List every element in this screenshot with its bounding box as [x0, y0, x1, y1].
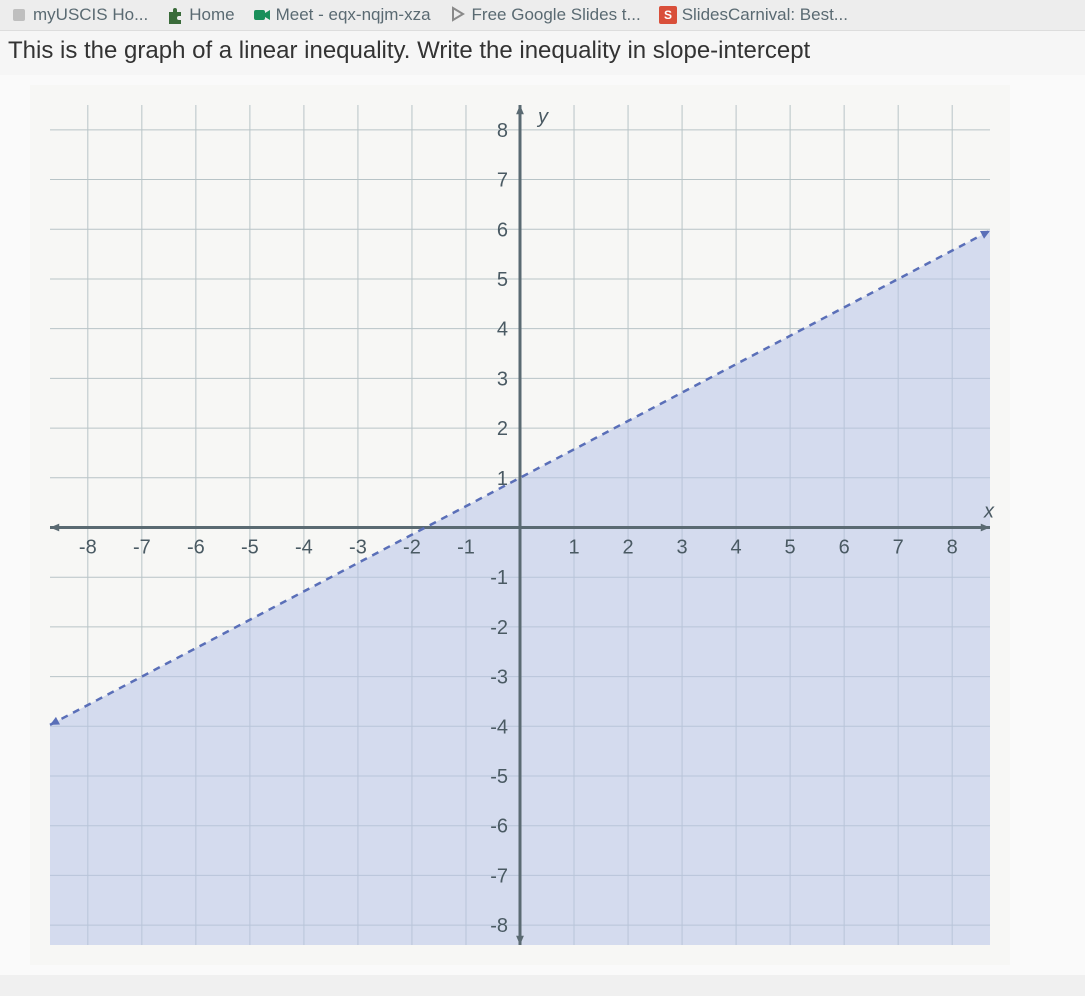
page-icon	[10, 6, 28, 24]
svg-text:-6: -6	[187, 536, 205, 558]
svg-text:6: 6	[497, 219, 508, 241]
svg-text:5: 5	[785, 536, 796, 558]
bookmark-label: Free Google Slides t...	[472, 5, 641, 25]
svg-text:7: 7	[893, 536, 904, 558]
svg-text:-7: -7	[133, 536, 151, 558]
video-icon	[253, 6, 271, 24]
bookmark-label: myUSCIS Ho...	[33, 5, 148, 25]
inequality-graph: -8 -7 -6 -5 -4 -3 -2 -1 1 2 3 4 5 6 7 8 8 7 6 5 4 3 2 1 -1 -2 -3 -4…	[30, 85, 1010, 965]
svg-text:-3: -3	[490, 667, 508, 689]
svg-text:4: 4	[497, 319, 508, 341]
svg-text:-8: -8	[79, 536, 97, 558]
bookmark-label: Meet - eqx-nqjm-xza	[276, 5, 431, 25]
svg-text:3: 3	[497, 368, 508, 390]
svg-text:-1: -1	[457, 536, 475, 558]
bookmark-home[interactable]: Home	[166, 5, 234, 25]
bookmark-slidescarnival[interactable]: S SlidesCarnival: Best...	[659, 5, 848, 25]
svg-text:1: 1	[497, 468, 508, 490]
bookmark-meet[interactable]: Meet - eqx-nqjm-xza	[253, 5, 431, 25]
svg-text:3: 3	[677, 536, 688, 558]
chart-container: -8 -7 -6 -5 -4 -3 -2 -1 1 2 3 4 5 6 7 8 8 7 6 5 4 3 2 1 -1 -2 -3 -4…	[0, 75, 1085, 975]
svg-text:-8: -8	[490, 915, 508, 937]
svg-text:2: 2	[622, 536, 633, 558]
svg-text:5: 5	[497, 269, 508, 291]
svg-text:-4: -4	[295, 536, 313, 558]
svg-text:4: 4	[731, 536, 742, 558]
s-badge-icon: S	[659, 6, 677, 24]
svg-text:-1: -1	[490, 567, 508, 589]
bookmark-slides[interactable]: Free Google Slides t...	[449, 5, 641, 25]
svg-text:-5: -5	[241, 536, 259, 558]
slides-icon	[449, 6, 467, 24]
puzzle-icon	[166, 6, 184, 24]
svg-text:-5: -5	[490, 766, 508, 788]
svg-text:8: 8	[497, 120, 508, 142]
svg-text:y: y	[536, 106, 549, 128]
bookmarks-bar: myUSCIS Ho... Home Meet - eqx-nqjm-xza F…	[0, 0, 1085, 30]
svg-text:2: 2	[497, 418, 508, 440]
svg-text:1: 1	[568, 536, 579, 558]
svg-text:-6: -6	[490, 816, 508, 838]
bookmark-label: SlidesCarnival: Best...	[682, 5, 848, 25]
svg-text:6: 6	[839, 536, 850, 558]
svg-text:-4: -4	[490, 716, 508, 738]
svg-text:8: 8	[947, 536, 958, 558]
question-text: This is the graph of a linear inequality…	[0, 30, 1085, 75]
bookmark-label: Home	[189, 5, 234, 25]
svg-text:-2: -2	[403, 536, 421, 558]
svg-text:x: x	[983, 500, 995, 522]
svg-text:7: 7	[497, 170, 508, 192]
bookmark-myuscis[interactable]: myUSCIS Ho...	[10, 5, 148, 25]
svg-text:-7: -7	[490, 865, 508, 887]
svg-text:-3: -3	[349, 536, 367, 558]
svg-text:-2: -2	[490, 617, 508, 639]
svg-text:S: S	[664, 8, 672, 22]
